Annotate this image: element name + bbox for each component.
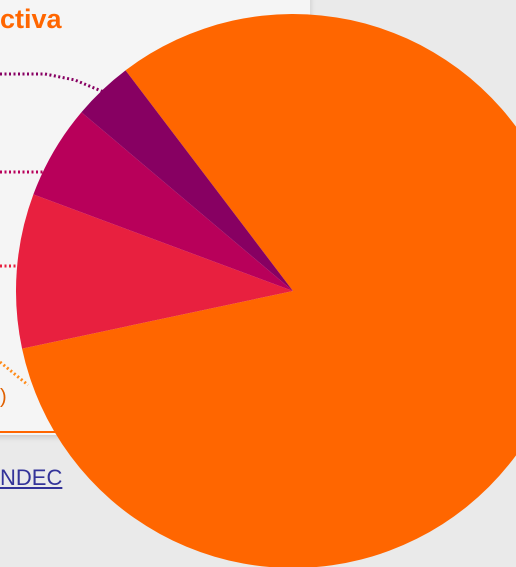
pie-slice-2 bbox=[33, 112, 293, 291]
pie-slice-0 bbox=[22, 14, 516, 567]
pie-slice-1 bbox=[16, 194, 293, 349]
pie-slice-3 bbox=[81, 70, 293, 291]
pie-slices bbox=[16, 14, 516, 567]
chart-title: ctiva bbox=[0, 4, 62, 34]
leader-line-3 bbox=[0, 360, 29, 387]
leader-label-fragment: ) bbox=[0, 386, 7, 408]
leader-line-0 bbox=[0, 72, 119, 100]
source-link[interactable]: NDEC bbox=[0, 465, 63, 490]
leader-lines bbox=[0, 72, 119, 387]
